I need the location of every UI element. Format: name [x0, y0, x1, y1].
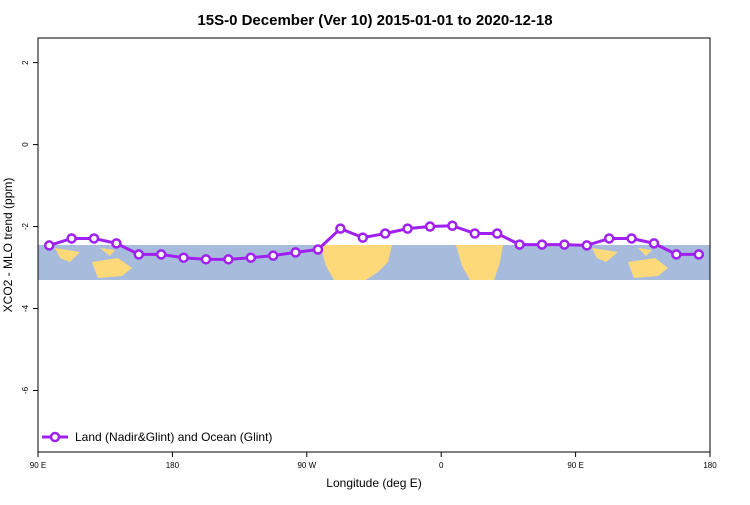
data-point: [693, 249, 705, 260]
x-tick-label: 90 W: [297, 461, 316, 470]
data-point: [290, 247, 301, 258]
data-point: [603, 233, 615, 244]
data-point: [424, 221, 436, 232]
data-point: [514, 239, 525, 250]
x-tick-label: 180: [166, 461, 180, 470]
data-point: [133, 249, 145, 260]
y-axis-label: XCO2 - MLO trend (ppm): [1, 178, 15, 313]
data-point: [536, 239, 548, 250]
data-point: [559, 239, 570, 250]
x-tick-label: 180: [703, 461, 717, 470]
y-tick-label: 2: [21, 60, 30, 65]
data-point: [402, 223, 413, 234]
y-tick-label: -2: [21, 222, 30, 230]
plot-frame: [37, 37, 711, 453]
data-point: [178, 252, 189, 263]
data-point: [626, 233, 637, 244]
land-indonesia: [592, 248, 668, 278]
data-point: [357, 232, 369, 243]
data-point: [648, 238, 660, 249]
data-point: [335, 223, 346, 234]
land-indonesia: [55, 248, 132, 278]
data-point: [43, 240, 55, 251]
land-africa: [456, 245, 503, 280]
chart-title: 15S-0 December (Ver 10) 2015-01-01 to 20…: [197, 12, 552, 29]
data-point: [447, 220, 458, 231]
data-point: [111, 238, 122, 249]
data-point: [491, 228, 503, 239]
x-tick-label: 90 E: [567, 461, 583, 470]
x-axis-label: Longitude (deg E): [326, 476, 421, 490]
land-south-america: [320, 245, 392, 280]
data-point: [155, 249, 167, 260]
data-point: [66, 233, 77, 244]
x-tick-label: 0: [439, 461, 444, 470]
map-background: [38, 245, 710, 280]
data-point: [469, 228, 481, 239]
y-tick-label: 0: [21, 142, 30, 147]
data-point: [671, 249, 682, 260]
data-point: [581, 240, 593, 251]
data-point: [379, 228, 391, 239]
y-tick-label: -4: [21, 304, 30, 312]
x-tick-label: 90 E: [30, 461, 46, 470]
legend-marker: [49, 431, 61, 443]
y-tick-label: -6: [21, 386, 30, 394]
data-point: [88, 233, 100, 244]
legend-label: Land (Nadir&Glint) and Ocean (Glint): [75, 430, 272, 444]
data-point: [245, 252, 257, 263]
data-point: [312, 244, 324, 255]
data-point: [223, 254, 234, 265]
data-point: [200, 254, 212, 265]
data-point: [267, 250, 279, 261]
